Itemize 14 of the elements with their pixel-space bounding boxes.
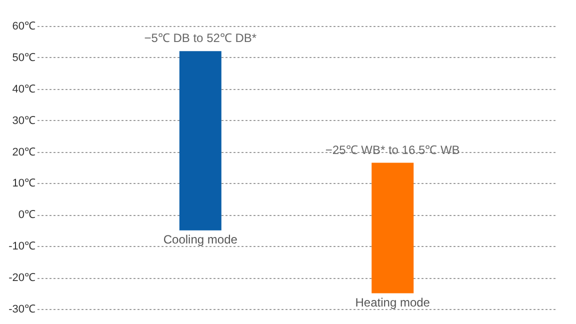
y-tick-label: -30℃ bbox=[8, 304, 36, 316]
annotation: −25℃ WB* to 16.5℃ WB bbox=[325, 142, 460, 157]
y-tick-label: 0℃ bbox=[18, 209, 36, 222]
y-tick-label: 40℃ bbox=[12, 83, 36, 96]
y-tick-label: 30℃ bbox=[12, 114, 36, 127]
y-tick-label: 60℃ bbox=[12, 20, 36, 32]
x-tick-label: Cooling mode bbox=[163, 232, 238, 246]
x-tick-label: Heating mode bbox=[355, 295, 430, 310]
y-tick-label: -20℃ bbox=[8, 272, 36, 284]
y-tick-label: -10℃ bbox=[8, 240, 36, 253]
annotation: −5℃ DB to 52℃ DB* bbox=[144, 31, 257, 46]
y-tick-label: 50℃ bbox=[12, 52, 36, 64]
y-tick-label: 20℃ bbox=[12, 146, 36, 158]
y-tick-label: 10℃ bbox=[12, 178, 36, 190]
